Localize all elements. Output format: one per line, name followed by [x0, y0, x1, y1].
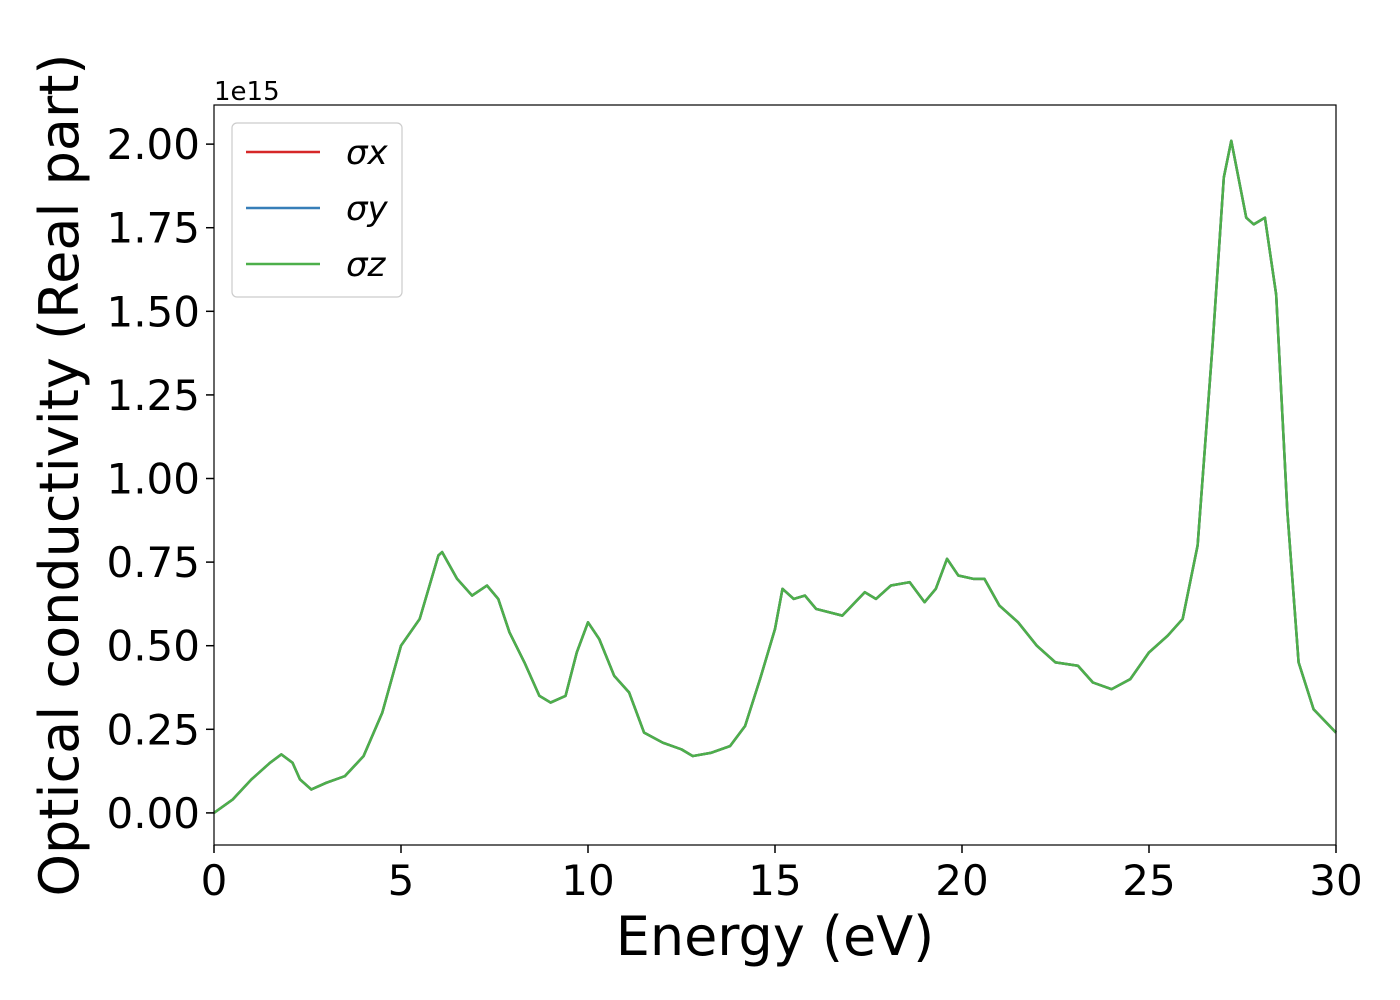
y-axis-label: Optical conductivity (Real part) — [28, 54, 91, 897]
y-tick-label: 0.50 — [106, 622, 200, 671]
legend-label: σz — [346, 245, 387, 285]
x-tick-label: 0 — [201, 856, 228, 905]
y-tick-label: 0.25 — [106, 705, 200, 754]
y-tick-label: 2.00 — [106, 120, 200, 169]
x-tick-label: 25 — [1122, 856, 1175, 905]
legend-label: σx — [346, 133, 389, 173]
legend-box — [231, 122, 403, 298]
y-tick-label: 0.75 — [106, 538, 200, 587]
offset-label: 1e15 — [214, 77, 280, 107]
y-tick-label: 0.00 — [106, 789, 200, 838]
line — [213, 139, 1337, 814]
x-tick-label: 10 — [561, 856, 614, 905]
y-tick-label: 1.75 — [106, 204, 200, 253]
x-tick-label: 30 — [1309, 856, 1362, 905]
x-tick-label: 20 — [935, 856, 988, 905]
y-tick-label: 1.25 — [106, 371, 200, 420]
y-tick-label: 1.50 — [106, 287, 200, 336]
x-tick-label: 15 — [748, 856, 801, 905]
y-tick-label: 1.00 — [106, 455, 200, 504]
x-tick-label: 5 — [388, 856, 415, 905]
legend-label: σy — [346, 189, 389, 229]
x-axis-label: Energy (eV) — [616, 905, 935, 968]
legend: σx σy σz — [231, 122, 403, 298]
plot-frame — [213, 104, 1337, 846]
